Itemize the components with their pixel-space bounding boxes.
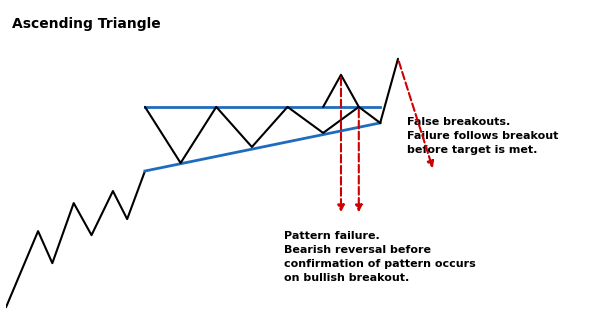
- Text: False breakouts.
Failure follows breakout
before target is met.: False breakouts. Failure follows breakou…: [407, 117, 558, 155]
- Text: Pattern failure.
Bearish reversal before
confirmation of pattern occurs
on bulli: Pattern failure. Bearish reversal before…: [284, 231, 476, 283]
- Text: Ascending Triangle: Ascending Triangle: [12, 17, 161, 31]
